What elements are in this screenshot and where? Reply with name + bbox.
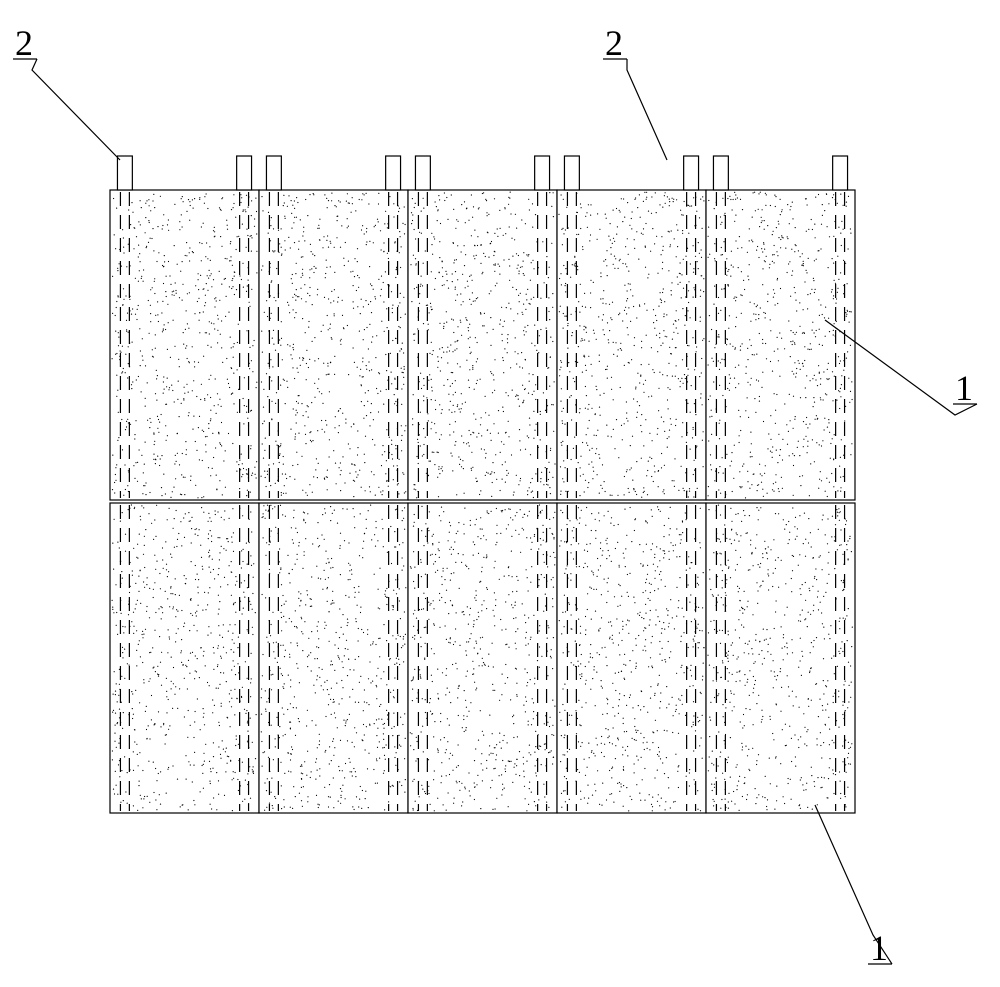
rebar-tab: [415, 156, 430, 190]
panel: [110, 503, 259, 813]
technical-diagram: 2 2 1 1: [0, 0, 1000, 987]
label-text: 2: [15, 23, 33, 63]
label-text: 1: [870, 928, 888, 968]
panel: [110, 156, 259, 500]
rebar-tab: [713, 156, 728, 190]
panel: [408, 156, 557, 500]
rebar-tab: [564, 156, 579, 190]
label-text: 2: [605, 23, 623, 63]
panel: [706, 156, 855, 500]
panel: [557, 503, 706, 813]
rebar-tab: [117, 156, 132, 190]
rebar-tab: [386, 156, 401, 190]
panel: [557, 156, 706, 500]
panel: [408, 503, 557, 813]
rebar-tab: [266, 156, 281, 190]
panel: [259, 156, 408, 500]
rebar-tab: [535, 156, 550, 190]
panel: [259, 503, 408, 813]
label-text: 1: [955, 368, 973, 408]
rebar-tab: [833, 156, 848, 190]
panel: [706, 503, 855, 813]
rebar-tab: [684, 156, 699, 190]
rebar-tab: [237, 156, 252, 190]
